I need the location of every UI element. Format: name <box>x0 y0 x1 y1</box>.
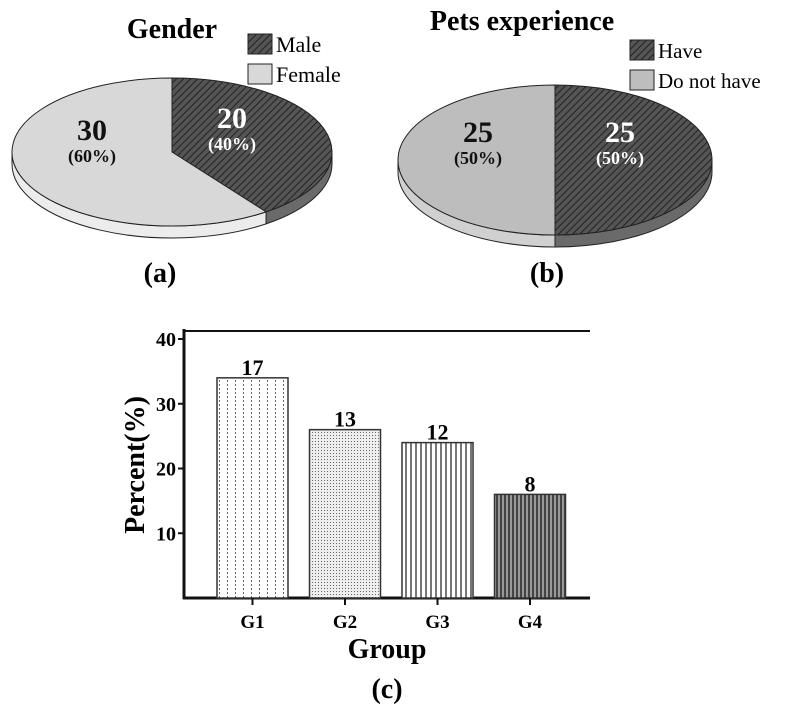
y-tick-label: 10 <box>156 523 176 545</box>
legend: Have Do not have <box>629 39 761 93</box>
y-tick-label: 20 <box>156 459 176 481</box>
x-tick-label: G1 <box>240 612 264 633</box>
panel-caption: (b) <box>530 258 564 289</box>
bar-g2 <box>308 428 382 599</box>
x-axis-label: Group <box>348 634 427 665</box>
panel-caption: (c) <box>371 674 402 705</box>
pie-slice-have <box>554 84 713 236</box>
slice-count-label: 20 <box>217 102 247 135</box>
bar-g3 <box>401 441 474 599</box>
legend-swatch <box>629 69 655 91</box>
bar-data-label: 8 <box>525 471 536 496</box>
bar-data-label: 13 <box>334 407 356 432</box>
y-tick-label: 40 <box>156 329 176 351</box>
slice-count-label: 25 <box>463 116 493 149</box>
y-tick-label: 30 <box>156 394 176 416</box>
slice-count-label: 30 <box>77 114 107 147</box>
x-tick-label: G3 <box>425 612 449 633</box>
pie-title: Gender <box>127 14 217 45</box>
pie-slice-female <box>11 77 268 227</box>
bar-g1 <box>216 377 289 599</box>
slice-percent-label: (50%) <box>596 148 644 169</box>
legend: Male Female <box>247 32 341 87</box>
bar-g4 <box>493 493 567 599</box>
slice-percent-label: (60%) <box>68 146 116 167</box>
slice-count-label: 25 <box>605 116 635 149</box>
pie-slice-male <box>171 77 333 213</box>
bar-data-label: 12 <box>427 420 449 445</box>
x-tick-label: G4 <box>518 612 543 633</box>
pie-title: Pets experience <box>430 6 614 37</box>
legend-swatch <box>247 63 273 85</box>
panel-caption: (a) <box>144 258 177 289</box>
slice-percent-label: (40%) <box>208 134 256 155</box>
slice-percent-label: (50%) <box>454 148 502 169</box>
x-tick-label: G2 <box>333 612 357 633</box>
legend-swatch <box>247 33 273 55</box>
legend-label: Have <box>658 39 702 63</box>
bar-data-label: 17 <box>242 355 264 380</box>
pie-chart-a: Gender 20(40%) 30(60%) Male Female (a) <box>11 14 341 289</box>
legend-swatch <box>629 39 655 61</box>
legend-label: Male <box>276 32 321 57</box>
y-axis-label: Percent(%) <box>120 396 151 534</box>
pie-slice-do-not-have <box>397 84 556 236</box>
legend-label: Do not have <box>658 69 761 93</box>
legend-label: Female <box>276 62 341 87</box>
